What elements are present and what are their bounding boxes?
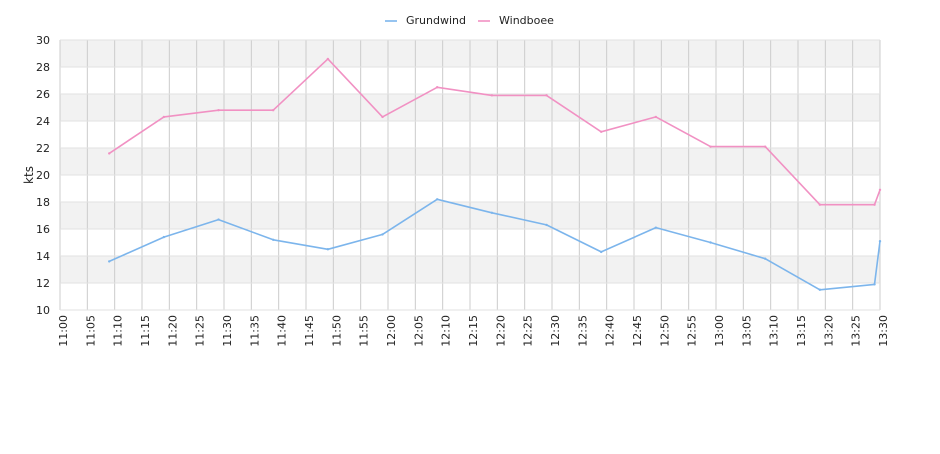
x-tick-label: 12:25: [522, 315, 535, 347]
y-tick-label: 14: [36, 250, 50, 263]
x-tick-label: 11:20: [166, 315, 179, 347]
x-tick-label: 12:40: [604, 315, 617, 347]
data-point: [545, 223, 548, 227]
legend: Grundwind Windboee: [385, 14, 554, 27]
x-tick-label: 13:25: [850, 315, 863, 347]
x-tick-label: 12:00: [385, 315, 398, 347]
y-tick-label: 20: [36, 169, 50, 182]
y-tick-label: 24: [36, 115, 50, 128]
y-tick-label: 12: [36, 277, 50, 290]
data-point: [654, 115, 658, 119]
data-point: [162, 235, 166, 239]
x-tick-label: 11:00: [57, 315, 70, 347]
data-point: [272, 238, 275, 241]
legend-item-windboee[interactable]: Windboee: [478, 14, 554, 27]
series-layer: [108, 57, 882, 291]
x-tick-label: 12:05: [412, 315, 425, 347]
y-tick-label: 28: [36, 61, 50, 74]
data-point: [873, 203, 876, 206]
x-tick-label: 12:15: [467, 315, 480, 347]
series-grundwind: [108, 198, 882, 291]
x-tick-label: 13:15: [795, 315, 808, 347]
x-tick-label: 12:35: [576, 315, 589, 347]
legend-label: Grundwind: [406, 14, 466, 27]
y-tick-label: 18: [36, 196, 50, 209]
series-windboee: [108, 57, 882, 206]
y-tick-label: 10: [36, 304, 50, 317]
data-point: [326, 248, 330, 251]
y-tick-label: 30: [36, 34, 50, 47]
x-tick-label: 11:50: [330, 315, 343, 347]
data-point: [545, 94, 548, 97]
data-point: [108, 260, 111, 263]
x-tick-label: 12:55: [686, 315, 699, 347]
x-tick-label: 11:45: [303, 315, 316, 347]
data-point: [764, 257, 767, 260]
data-point: [162, 115, 166, 119]
data-point: [709, 145, 712, 148]
series-line: [108, 58, 881, 206]
data-point: [108, 152, 111, 155]
x-tick-label: 11:40: [276, 315, 289, 347]
x-tick-label: 12:10: [440, 315, 453, 347]
x-tick-label: 13:00: [713, 315, 726, 347]
legend-item-grundwind[interactable]: Grundwind: [385, 14, 466, 27]
data-point: [272, 109, 275, 112]
data-point: [217, 109, 220, 112]
data-point: [764, 145, 767, 148]
x-tick-label: 11:55: [358, 315, 371, 347]
y-tick-label: 16: [36, 223, 50, 236]
x-tick-label: 12:30: [549, 315, 562, 347]
data-point: [217, 218, 220, 221]
x-tick-label: 11:25: [194, 315, 207, 347]
x-tick-label: 11:10: [112, 315, 125, 347]
x-tick-label: 11:05: [84, 315, 97, 347]
x-tick-label: 12:50: [658, 315, 671, 347]
x-tick-label: 12:45: [631, 315, 644, 347]
data-point: [436, 86, 439, 89]
x-tick-label: 12:20: [494, 315, 507, 347]
data-point: [818, 288, 822, 291]
grid-lines: [59, 39, 881, 311]
data-point: [381, 233, 384, 236]
x-tick-label: 11:35: [248, 315, 261, 347]
x-tick-label: 13:05: [740, 315, 753, 347]
data-point: [436, 198, 439, 201]
x-tick-label: 13:20: [822, 315, 835, 347]
series-line: [108, 198, 881, 291]
data-point: [381, 115, 384, 119]
y-tick-label: 22: [36, 142, 50, 155]
data-point: [878, 239, 882, 243]
y-axis-title: kts: [22, 166, 36, 184]
x-tick-label: 13:30: [877, 315, 890, 347]
y-axis: 10 12 14 16 18 20 22 24 26 28 30: [36, 34, 50, 317]
x-tick-label: 13:10: [768, 315, 781, 347]
data-point: [878, 188, 882, 192]
data-point: [490, 94, 494, 97]
data-point: [600, 250, 603, 254]
data-point: [600, 130, 603, 133]
data-point: [326, 57, 330, 61]
y-tick-label: 26: [36, 88, 50, 101]
x-tick-label: 11:15: [139, 315, 152, 347]
data-point: [654, 226, 658, 229]
x-tick-label: 11:30: [221, 315, 234, 347]
data-point: [709, 241, 712, 244]
data-point: [490, 211, 494, 214]
x-axis: 11:00 11:05 11:10 11:15 11:20 11:25 11:30 11:35…: [57, 315, 890, 347]
data-point: [818, 203, 822, 206]
data-point: [873, 283, 876, 286]
legend-label: Windboee: [499, 14, 554, 27]
